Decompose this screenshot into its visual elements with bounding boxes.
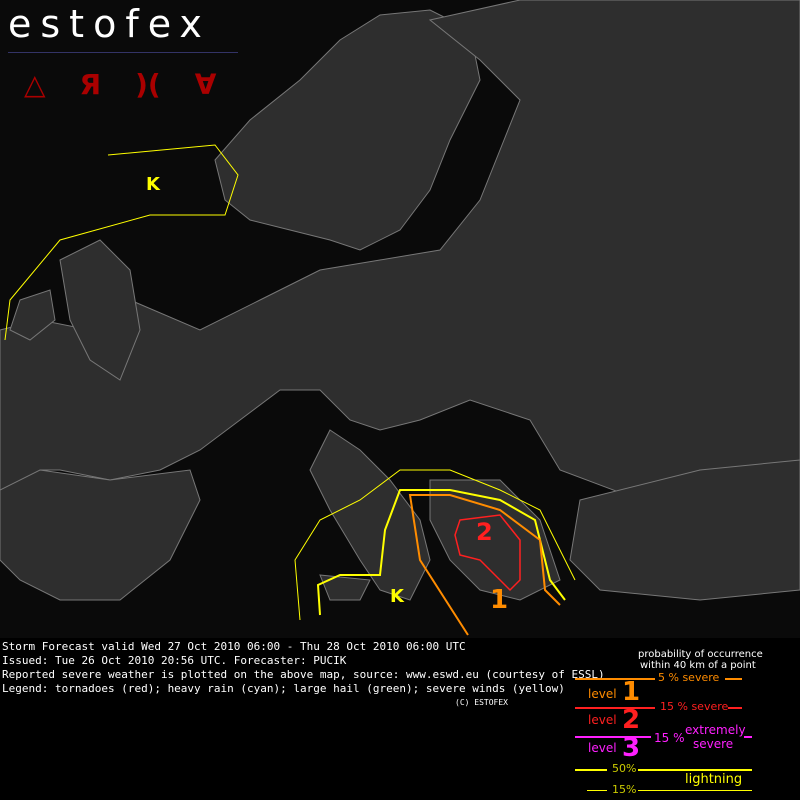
- level3-line: [744, 736, 752, 738]
- legend-subtitle: within 40 km of a point: [640, 660, 756, 671]
- forecast-contours: [4, 144, 576, 636]
- reports-text: Reported severe weather is plotted on th…: [2, 668, 605, 681]
- level2-number: 2: [622, 705, 641, 735]
- lightning50-label: 50%: [612, 762, 637, 775]
- wind-marker: K: [390, 586, 405, 607]
- level2-line: [728, 707, 742, 709]
- rain-icon: ∀: [194, 68, 217, 101]
- level1-line: [575, 678, 655, 680]
- hail-icon: )(: [135, 68, 161, 101]
- level3-number: 3: [622, 733, 641, 763]
- level2-contour: [454, 514, 521, 592]
- level1-map-label: 1: [490, 585, 508, 615]
- lightning50-line: [575, 769, 607, 771]
- level3-prob: 15 %: [654, 731, 685, 745]
- legend-title: probability of occurrence: [638, 649, 763, 660]
- legend-text: Legend: tornadoes (red); heavy rain (cya…: [2, 682, 565, 695]
- wind-icon: Я: [79, 68, 102, 101]
- level3-label: level: [588, 741, 617, 755]
- lightning-label: lightning: [685, 772, 743, 787]
- forecast-map: K K 1 2: [0, 0, 800, 636]
- level1-number: 1: [622, 677, 641, 707]
- forecast-info: Storm Forecast valid Wed 27 Oct 2010 06:…: [2, 640, 605, 696]
- map-legend: probability of occurrence within 40 km o…: [570, 645, 800, 800]
- wind-marker: K: [146, 174, 161, 195]
- level2-map-label: 2: [476, 518, 493, 546]
- land: [0, 0, 800, 601]
- level3-line: [575, 736, 651, 738]
- issued-text: Issued: Tue 26 Oct 2010 20:56 UTC. Forec…: [2, 654, 347, 667]
- lightning15-label: 15%: [612, 783, 637, 796]
- level2-prob: 15 % severe: [660, 700, 729, 713]
- level2-line: [575, 707, 655, 709]
- copyright: (C) ESTOFEX: [455, 698, 508, 707]
- lightning50-line: [638, 769, 752, 771]
- lightning15-line: [587, 790, 607, 791]
- valid-text: Storm Forecast valid Wed 27 Oct 2010 06:…: [2, 640, 466, 653]
- level1-contour: [408, 494, 561, 636]
- level3-desc: severe: [693, 737, 734, 751]
- level1-prob: 5 % severe: [658, 671, 720, 684]
- lightning15-line: [638, 790, 752, 791]
- estofex-logo: estofex: [8, 2, 211, 46]
- level1-label: level: [588, 687, 617, 701]
- level2-label: level: [588, 713, 617, 727]
- logo-divider: [8, 52, 238, 53]
- level3-desc: extremely: [685, 723, 746, 737]
- lightning-15-contour: [4, 144, 239, 341]
- logo-icons: △ Я )( ∀: [24, 68, 216, 101]
- tornado-icon: △: [24, 68, 46, 101]
- level1-line: [725, 678, 742, 680]
- lightning-15-south: [294, 469, 576, 621]
